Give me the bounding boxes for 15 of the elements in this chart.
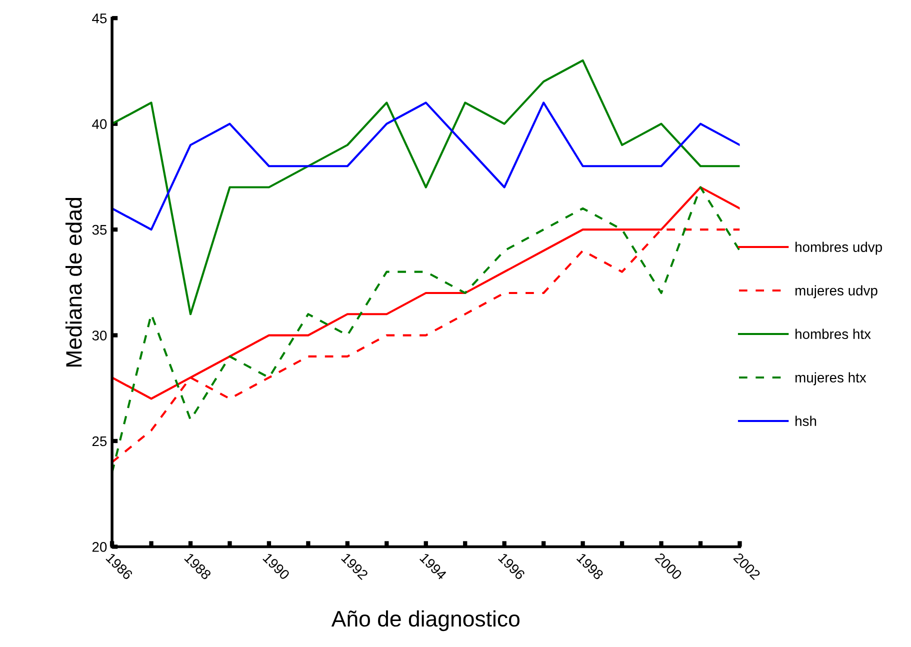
y-tick-label: 20 [92, 542, 107, 552]
x-axis-title: Año de diagnostico [331, 610, 520, 632]
legend-label: hombres udvp [796, 242, 882, 255]
y-tick-label: 45 [92, 14, 107, 24]
y-tick-label: 40 [92, 119, 107, 130]
line-series [112, 102, 740, 231]
legend-label: mujeres udvp [795, 285, 878, 298]
y-axis-title: Mediana de edad [65, 198, 82, 366]
line-series [112, 59, 740, 316]
y-tick-label: 25 [92, 436, 107, 446]
legend-label: hsh [796, 416, 816, 426]
y-tick-label: 35 [92, 224, 107, 235]
legend-label: hombres htx [796, 328, 871, 340]
y-tick-label: 30 [92, 330, 107, 340]
legend-label: mujeres htx [795, 372, 866, 386]
